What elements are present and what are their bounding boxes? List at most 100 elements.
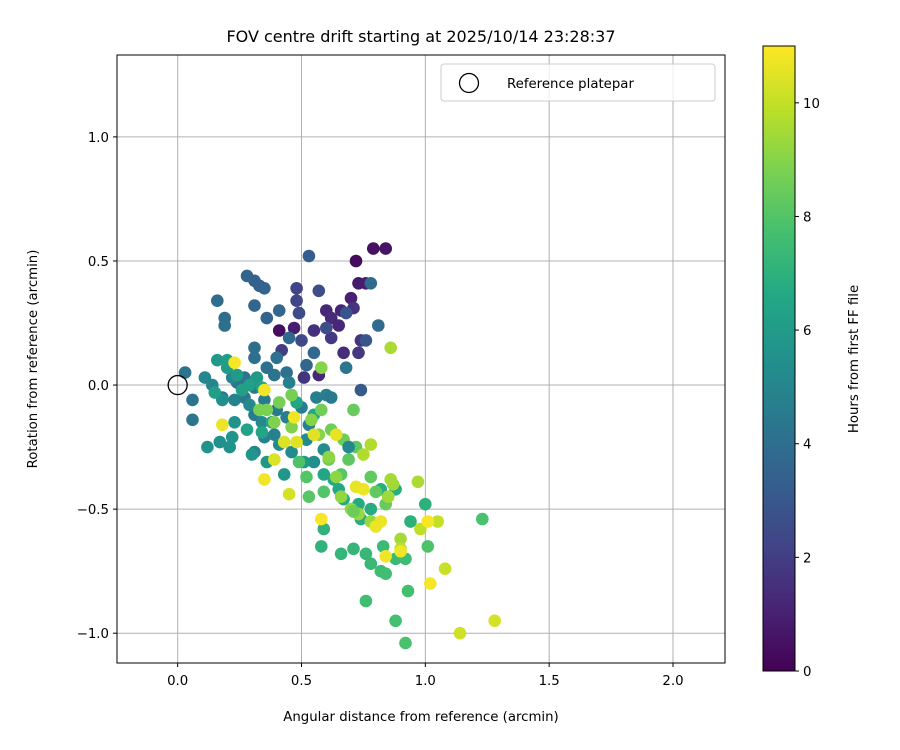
data-point	[305, 413, 318, 427]
data-point	[419, 497, 432, 511]
data-point	[307, 455, 321, 469]
x-axis-label: Angular distance from reference (arcmin)	[283, 710, 558, 725]
data-point	[438, 562, 452, 575]
plot-frame	[116, 54, 726, 664]
data-point	[324, 331, 338, 345]
data-point	[255, 425, 269, 439]
data-point	[404, 515, 417, 528]
legend-entry-label: Reference platepar	[507, 77, 634, 92]
grid-lines	[117, 55, 725, 663]
data-point	[357, 483, 370, 496]
colorbar-tick-label: 8	[803, 210, 811, 225]
data-point	[344, 291, 358, 305]
y-tick-label: −0.5	[77, 503, 109, 518]
data-point	[268, 416, 281, 429]
data-point	[178, 366, 192, 379]
y-tick-label: 0.0	[88, 379, 109, 394]
data-point	[381, 490, 395, 504]
data-point	[359, 547, 373, 561]
y-axis-ticks: −1.0 −0.5 0.0 0.5 1.0	[77, 131, 117, 642]
legend: Reference platepar	[440, 63, 716, 102]
data-point	[218, 319, 231, 332]
plot-area	[117, 55, 725, 663]
data-point	[268, 428, 281, 442]
x-tick-label: 2.0	[662, 674, 683, 689]
data-point	[324, 391, 338, 404]
data-point	[302, 490, 316, 504]
data-point	[317, 522, 331, 536]
data-point	[282, 376, 296, 389]
data-point	[352, 346, 365, 360]
data-point	[186, 393, 199, 407]
data-point	[364, 438, 378, 451]
colorbar-tick-label: 0	[803, 665, 811, 680]
data-point	[339, 361, 353, 375]
data-point	[401, 584, 415, 598]
data-point	[290, 435, 303, 449]
data-point	[228, 393, 241, 407]
chart-title: FOV centre drift starting at 2025/10/14 …	[226, 27, 615, 46]
data-point	[369, 485, 383, 499]
data-point	[228, 356, 241, 370]
y-tick-label: 1.0	[88, 131, 109, 146]
data-point	[211, 294, 224, 308]
data-point	[211, 353, 224, 367]
data-point	[285, 388, 298, 402]
legend-box	[440, 63, 716, 102]
data-point	[258, 473, 271, 486]
data-point	[329, 470, 343, 484]
data-point	[290, 294, 303, 308]
data-point	[290, 282, 303, 295]
data-point	[364, 277, 378, 290]
x-tick-label: 0.5	[291, 674, 312, 689]
data-point	[332, 319, 346, 332]
y-axis-label: Rotation from reference (arcmin)	[26, 250, 41, 469]
data-point	[245, 448, 259, 461]
colorbar-label: Hours from first FF file	[847, 285, 862, 433]
data-point	[421, 515, 435, 528]
data-point	[354, 383, 368, 397]
data-point	[394, 545, 407, 558]
data-point	[476, 512, 489, 526]
data-point	[268, 368, 281, 382]
data-point	[376, 540, 390, 553]
data-point	[394, 532, 407, 546]
x-tick-label: 1.5	[539, 674, 560, 689]
data-point	[364, 502, 378, 516]
data-point	[488, 614, 502, 628]
data-point	[411, 475, 425, 489]
data-point	[347, 505, 360, 518]
data-point	[285, 420, 298, 434]
data-point	[280, 366, 293, 379]
data-point	[297, 371, 311, 384]
data-point	[230, 368, 244, 382]
y-tick-label: −1.0	[77, 627, 109, 642]
data-point	[243, 378, 256, 392]
colorbar-tick-label: 6	[803, 324, 811, 339]
data-point	[424, 577, 437, 590]
data-point	[374, 515, 388, 528]
colorbar-tick-label: 4	[803, 438, 811, 453]
data-point	[322, 450, 336, 464]
data-point	[329, 428, 343, 442]
data-point	[201, 440, 214, 454]
data-point	[379, 550, 393, 563]
data-point	[208, 386, 222, 399]
data-point	[384, 341, 398, 355]
data-point	[270, 351, 284, 365]
data-point	[379, 242, 393, 255]
data-point	[389, 614, 402, 628]
data-point	[213, 435, 227, 449]
data-point	[453, 626, 467, 640]
colorbar: 0 2 4 6 8 10 Hours from first FF file	[762, 45, 862, 680]
data-point	[223, 440, 236, 454]
data-point	[260, 311, 274, 325]
data-point	[359, 334, 373, 347]
data-point	[334, 547, 348, 561]
data-point	[337, 346, 350, 360]
data-point	[364, 470, 378, 484]
data-point	[367, 242, 380, 255]
data-point	[285, 445, 298, 459]
data-point	[384, 473, 398, 486]
